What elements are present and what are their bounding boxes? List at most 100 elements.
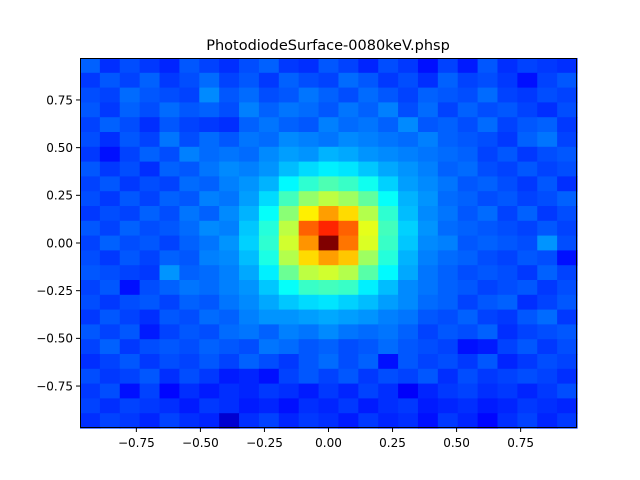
heatmap-cell xyxy=(477,72,499,89)
heatmap-cell xyxy=(497,206,518,222)
heatmap-cell xyxy=(80,117,101,133)
heatmap-cell xyxy=(557,72,578,89)
heatmap-cell xyxy=(278,354,300,370)
heatmap-cell xyxy=(159,309,180,325)
heatmap-cell xyxy=(537,102,558,118)
heatmap-cell xyxy=(80,72,101,89)
heatmap-cell xyxy=(437,176,459,192)
heatmap-cell xyxy=(358,250,379,266)
heatmap-cell xyxy=(477,220,499,237)
heatmap-cell xyxy=(378,354,399,370)
heatmap-cell xyxy=(557,354,578,370)
heatmap-cell xyxy=(318,398,340,414)
heatmap-cell xyxy=(537,265,558,281)
heatmap-cell xyxy=(338,235,359,251)
heatmap-cell xyxy=(537,250,558,266)
heatmap-cell xyxy=(338,265,359,281)
heatmap-cell xyxy=(398,354,419,370)
heatmap-cell xyxy=(119,368,141,385)
heatmap-cell xyxy=(298,354,320,370)
heatmap-cell xyxy=(159,58,180,74)
heatmap-cell xyxy=(497,294,518,311)
heatmap-cell xyxy=(318,161,340,177)
heatmap-cell xyxy=(298,339,320,355)
heatmap-cell xyxy=(119,176,141,192)
heatmap-cell xyxy=(298,413,320,429)
heatmap-cell xyxy=(99,324,121,340)
heatmap-cell xyxy=(239,102,260,118)
heatmap-cell xyxy=(477,235,499,251)
heatmap-cell xyxy=(417,102,439,118)
heatmap-cell xyxy=(517,309,538,325)
heatmap-cell xyxy=(477,324,499,340)
heatmap-cell xyxy=(119,339,141,355)
heatmap-cell xyxy=(537,220,558,237)
heatmap-cell xyxy=(99,280,121,296)
heatmap-cell xyxy=(537,161,558,177)
heatmap-cell xyxy=(298,220,320,237)
heatmap-cell xyxy=(219,398,240,414)
heatmap-cell xyxy=(239,309,260,325)
heatmap-cell xyxy=(119,309,141,325)
heatmap-cell xyxy=(139,132,161,148)
heatmap-cell xyxy=(318,176,340,192)
heatmap-cell xyxy=(219,117,240,133)
heatmap-cell xyxy=(99,87,121,103)
heatmap-cell xyxy=(318,72,340,89)
heatmap-cell xyxy=(199,161,220,177)
heatmap-cell xyxy=(258,72,280,89)
heatmap-cell xyxy=(159,413,180,429)
heatmap-cell xyxy=(358,413,379,429)
heatmap-cell xyxy=(119,354,141,370)
plot-frame xyxy=(80,58,577,428)
heatmap-cell xyxy=(119,220,141,237)
heatmap-cell xyxy=(437,265,459,281)
heatmap-cell xyxy=(99,72,121,89)
heatmap-cell xyxy=(557,176,578,192)
heatmap-cell xyxy=(378,368,399,385)
heatmap-cell xyxy=(119,324,141,340)
heatmap-cell xyxy=(358,161,379,177)
heatmap-cell xyxy=(139,383,161,399)
heatmap-cell xyxy=(557,413,578,429)
heatmap-cell xyxy=(358,280,379,296)
heatmap-cell xyxy=(537,58,558,74)
heatmap-cell xyxy=(378,309,399,325)
heatmap-cell xyxy=(179,117,200,133)
heatmap-cell xyxy=(139,368,161,385)
heatmap-cell xyxy=(179,250,200,266)
heatmap-cell xyxy=(557,235,578,251)
heatmap-cell xyxy=(119,280,141,296)
heatmap-cell xyxy=(497,383,518,399)
heatmap-cell xyxy=(99,354,121,370)
heatmap-cell xyxy=(417,309,439,325)
heatmap-cell xyxy=(239,339,260,355)
heatmap-cell xyxy=(457,413,479,429)
heatmap-cell xyxy=(278,398,300,414)
heatmap-cell xyxy=(298,176,320,192)
heatmap-cell xyxy=(298,72,320,89)
heatmap-cell xyxy=(99,117,121,133)
heatmap-cell xyxy=(258,354,280,370)
heatmap-cell xyxy=(537,117,558,133)
heatmap-cell xyxy=(557,102,578,118)
heatmap-cell xyxy=(517,383,538,399)
heatmap-cell xyxy=(457,294,479,311)
heatmap-cell xyxy=(338,206,359,222)
heatmap-cell xyxy=(278,339,300,355)
heatmap-cell xyxy=(139,354,161,370)
heatmap-cell xyxy=(159,354,180,370)
heatmap-cell xyxy=(398,235,419,251)
heatmap-cell xyxy=(179,368,200,385)
heatmap-cell xyxy=(159,146,180,163)
heatmap-cell xyxy=(537,132,558,148)
heatmap-cell xyxy=(318,368,340,385)
heatmap-cell xyxy=(497,58,518,74)
heatmap-cell xyxy=(437,354,459,370)
heatmap-cell xyxy=(358,294,379,311)
heatmap-cell xyxy=(417,117,439,133)
heatmap-cell xyxy=(338,324,359,340)
heatmap-cell xyxy=(457,72,479,89)
heatmap-cell xyxy=(258,176,280,192)
heatmap-cell xyxy=(139,206,161,222)
